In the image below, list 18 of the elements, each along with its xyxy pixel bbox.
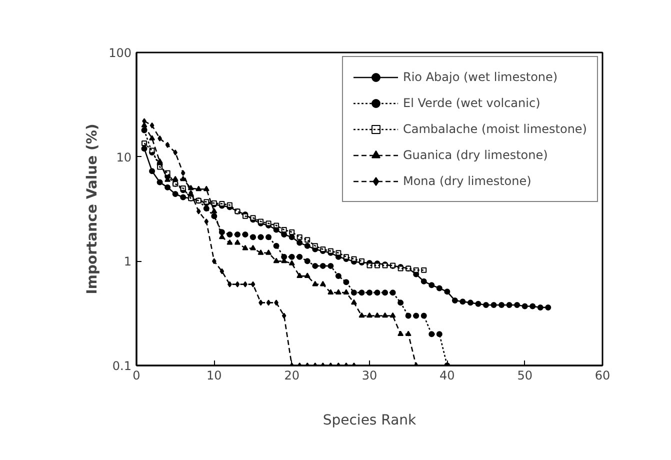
legend-label: Mona (dry limestone) bbox=[402, 174, 532, 188]
legend-label: Guanica (dry limestone) bbox=[402, 148, 548, 162]
y-tick-label: 0.1 bbox=[112, 359, 132, 373]
x-axis-title: Species Rank bbox=[322, 412, 418, 428]
y-tick-label: 1 bbox=[124, 254, 132, 269]
x-tick-label: 10 bbox=[206, 368, 222, 382]
legend-label: Rio Abajo (wet limestone) bbox=[402, 70, 558, 84]
y-axis-title: Importance Value (%) bbox=[84, 124, 101, 294]
y-tick-label: 10 bbox=[116, 150, 132, 164]
x-tick-label: 60 bbox=[594, 368, 610, 382]
legend-label: El Verde (wet volcanic) bbox=[402, 96, 540, 110]
x-tick-label: 40 bbox=[440, 368, 455, 382]
x-tick-label: 30 bbox=[362, 368, 378, 382]
x-tick-label: 20 bbox=[284, 368, 300, 382]
legend-label: Cambalache (moist limestone) bbox=[402, 122, 587, 136]
y-tick-label: 100 bbox=[108, 46, 132, 60]
x-tick-label: 0 bbox=[132, 368, 140, 382]
x-tick-label: 50 bbox=[517, 368, 532, 382]
